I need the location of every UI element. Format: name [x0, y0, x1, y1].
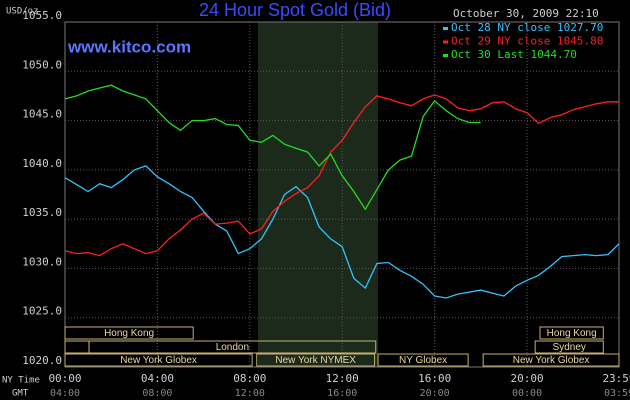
- session-label: Sydney: [553, 342, 586, 353]
- gmt-tick-label: 04:00: [50, 388, 80, 399]
- session-label: New York NYMEX: [275, 355, 356, 366]
- session-box: [64, 353, 253, 367]
- session-label: Hong Kong: [547, 328, 597, 339]
- session-box: [64, 326, 194, 340]
- y-tick-label: 1030.0: [22, 255, 62, 268]
- gmt-tick-label: 12:00: [235, 388, 265, 399]
- legend-entry: Oct 28 NY close 1027.70: [451, 21, 603, 34]
- highlight-band: [257, 22, 379, 367]
- x-tick-label: 04:00: [141, 372, 174, 385]
- session-box: [482, 353, 620, 367]
- y-tick-label: 1035.0: [22, 206, 62, 219]
- x-tick-label: 12:00: [326, 372, 359, 385]
- x2-axis-label: GMT: [12, 389, 29, 399]
- series-line: [64, 165, 620, 299]
- x-tick-label: 08:00: [233, 372, 266, 385]
- gmt-tick-label: 20:00: [420, 388, 450, 399]
- x-tick-label: 20:00: [510, 372, 543, 385]
- session-label: London: [216, 342, 249, 353]
- watermark: www.kitco.com: [67, 37, 191, 56]
- session-box: [534, 340, 604, 354]
- legend-swatch: [443, 54, 448, 57]
- legend-swatch: [443, 27, 448, 30]
- session-box: [377, 353, 469, 367]
- series-line: [64, 84, 481, 211]
- session-label: NY Globex: [399, 355, 447, 366]
- series-line: [64, 94, 619, 257]
- plot-frame: [64, 21, 620, 368]
- x-tick-label: 16:00: [418, 372, 451, 385]
- y-tick-label: 1050.0: [22, 58, 62, 71]
- session-label: New York Globex: [120, 355, 197, 366]
- session-box: [256, 353, 376, 367]
- session-box: [539, 326, 604, 340]
- y-tick-label: 1055.0: [22, 9, 62, 22]
- y-tick-label: 1045.0: [22, 108, 62, 121]
- session-box: [64, 340, 90, 354]
- session-label: Hong Kong: [104, 328, 154, 339]
- gmt-tick-label: 00:00: [512, 388, 542, 399]
- y-tick-label: 1025.0: [22, 305, 62, 318]
- gmt-tick-label: 16:00: [327, 388, 357, 399]
- chart-title: 24 Hour Spot Gold (Bid): [199, 0, 391, 20]
- session-box: [88, 340, 377, 354]
- gmt-tick-label: 08:00: [142, 388, 172, 399]
- x-tick-label: 23:59: [602, 372, 630, 385]
- gmt-tick-label: 03:59: [604, 388, 630, 399]
- x-tick-label: 00:00: [48, 372, 81, 385]
- legend-swatch: [443, 40, 448, 44]
- y-tick-label: 1040.0: [22, 157, 62, 170]
- session-label: New York Globex: [513, 355, 590, 366]
- x-axis-label: NY Time: [2, 376, 40, 386]
- legend-entry: Oct 29 NY close 1045.80: [451, 35, 603, 48]
- timestamp: October 30, 2009 22:10: [453, 7, 599, 20]
- y-tick-label: 1020.0: [22, 354, 62, 367]
- y-axis-label: USD/oz: [6, 7, 39, 17]
- legend-entry: Oct 30 Last 1044.70: [451, 48, 577, 61]
